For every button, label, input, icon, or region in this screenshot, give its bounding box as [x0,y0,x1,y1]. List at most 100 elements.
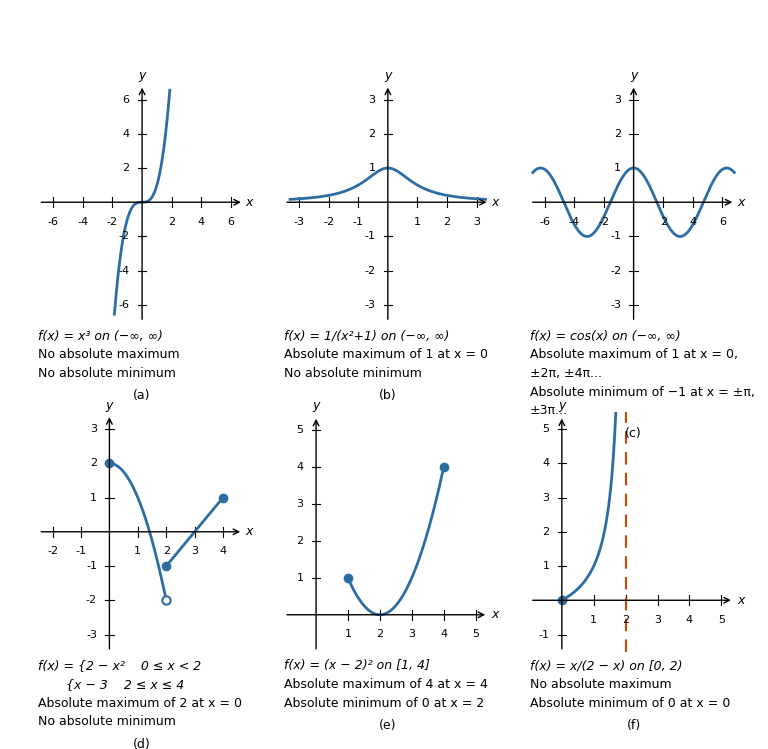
Text: ±2π, ±4π...: ±2π, ±4π... [530,367,602,380]
Text: 3: 3 [654,615,661,625]
Text: 6: 6 [719,216,726,227]
Text: 5: 5 [296,425,303,435]
Text: f(x) = x³ on (−∞, ∞): f(x) = x³ on (−∞, ∞) [38,330,164,342]
Text: Absolute minimum of −1 at x = ±π,: Absolute minimum of −1 at x = ±π, [530,386,755,398]
Text: 2: 2 [369,129,376,139]
Text: 1: 1 [90,493,97,503]
Text: 2: 2 [622,615,629,625]
Text: Absolute maximum of 1 at x = 0,: Absolute maximum of 1 at x = 0, [530,348,738,361]
Text: x: x [737,594,745,607]
Text: No absolute maximum: No absolute maximum [38,348,180,361]
Text: (f): (f) [627,719,641,732]
Text: 4: 4 [542,458,549,468]
Text: y: y [313,399,319,412]
Text: 6: 6 [227,216,234,227]
Text: (c): (c) [625,427,642,440]
Text: 1: 1 [296,573,303,583]
Text: x: x [246,195,253,209]
Text: f(x) = {2 − x²    0 ≤ x < 2: f(x) = {2 − x² 0 ≤ x < 2 [38,659,202,672]
Text: (b): (b) [379,389,396,402]
Text: -1: -1 [364,231,376,241]
Text: -2: -2 [610,266,621,276]
Text: 3: 3 [409,629,415,639]
Text: {x − 3    2 ≤ x ≤ 4: {x − 3 2 ≤ x ≤ 4 [38,678,184,691]
Text: f(x) = x/(2 − x) on [0, 2): f(x) = x/(2 − x) on [0, 2) [530,659,683,672]
Text: 4: 4 [296,462,303,473]
Text: 2: 2 [614,129,621,139]
Text: Absolute minimum of 0 at x = 0: Absolute minimum of 0 at x = 0 [530,697,730,709]
Text: -3: -3 [610,300,621,310]
Text: 2: 2 [376,629,383,639]
Text: 1: 1 [614,163,621,173]
Text: -6: -6 [539,216,550,227]
Text: 2: 2 [296,536,303,546]
Text: y: y [106,399,113,412]
Text: 3: 3 [296,499,303,509]
Text: f(x) = 1/(x²+1) on (−∞, ∞): f(x) = 1/(x²+1) on (−∞, ∞) [284,330,449,342]
Text: 4: 4 [123,129,130,139]
Text: 1: 1 [414,216,421,227]
Text: 1: 1 [542,561,549,571]
Text: 3: 3 [542,493,549,503]
Text: -1: -1 [353,216,364,227]
Text: -4: -4 [569,216,580,227]
Text: No absolute minimum: No absolute minimum [284,367,422,380]
Text: 4: 4 [440,629,447,639]
Text: Absolute maximum of 2 at x = 0: Absolute maximum of 2 at x = 0 [38,697,243,709]
Text: 2: 2 [542,527,549,537]
Text: y: y [138,70,146,82]
Text: -2: -2 [86,595,97,605]
Text: f(x) = cos(x) on (−∞, ∞): f(x) = cos(x) on (−∞, ∞) [530,330,680,342]
Text: 4: 4 [690,216,697,227]
Text: x: x [492,195,499,209]
Text: 3: 3 [369,94,376,105]
Text: (d): (d) [133,738,151,749]
Text: x: x [492,608,499,621]
Text: -2: -2 [364,266,376,276]
Text: No absolute maximum: No absolute maximum [530,678,671,691]
Text: 2: 2 [660,216,667,227]
Text: -4: -4 [78,216,88,227]
Text: -3: -3 [364,300,376,310]
Text: (a): (a) [134,389,151,402]
Text: 2: 2 [444,216,451,227]
Text: 3: 3 [90,424,97,434]
Text: 2: 2 [123,163,130,173]
Text: x: x [246,525,253,539]
Text: y: y [558,399,565,412]
Text: 2: 2 [163,546,170,557]
Text: 1: 1 [591,615,598,625]
Text: ±3π...: ±3π... [530,404,568,417]
Text: y: y [384,70,392,82]
Text: -3: -3 [86,629,97,640]
Text: -2: -2 [47,546,58,557]
Text: -3: -3 [293,216,304,227]
Text: 5: 5 [718,615,725,625]
Text: -6: -6 [118,300,130,310]
Text: 3: 3 [473,216,480,227]
Text: (e): (e) [379,719,396,732]
Text: -1: -1 [86,561,97,571]
Text: 4: 4 [198,216,205,227]
Text: 4: 4 [220,546,227,557]
Text: 2: 2 [168,216,175,227]
Text: No absolute minimum: No absolute minimum [38,715,177,728]
Text: -4: -4 [118,266,130,276]
Text: Absolute maximum of 4 at x = 4: Absolute maximum of 4 at x = 4 [284,678,488,691]
Text: 1: 1 [345,629,352,639]
Text: -2: -2 [323,216,334,227]
Text: -1: -1 [75,546,87,557]
Text: 1: 1 [134,546,141,557]
Text: f(x) = (x − 2)² on [1, 4]: f(x) = (x − 2)² on [1, 4] [284,659,430,672]
Text: y: y [630,70,637,82]
Text: 2: 2 [90,458,97,468]
Text: 4: 4 [686,615,693,625]
Text: 3: 3 [191,546,198,557]
Text: 1: 1 [369,163,376,173]
Text: -2: -2 [598,216,610,227]
Text: -1: -1 [610,231,621,241]
Text: 3: 3 [614,94,621,105]
Text: x: x [737,195,745,209]
Text: Absolute maximum of 1 at x = 0: Absolute maximum of 1 at x = 0 [284,348,488,361]
Text: 6: 6 [123,94,130,105]
